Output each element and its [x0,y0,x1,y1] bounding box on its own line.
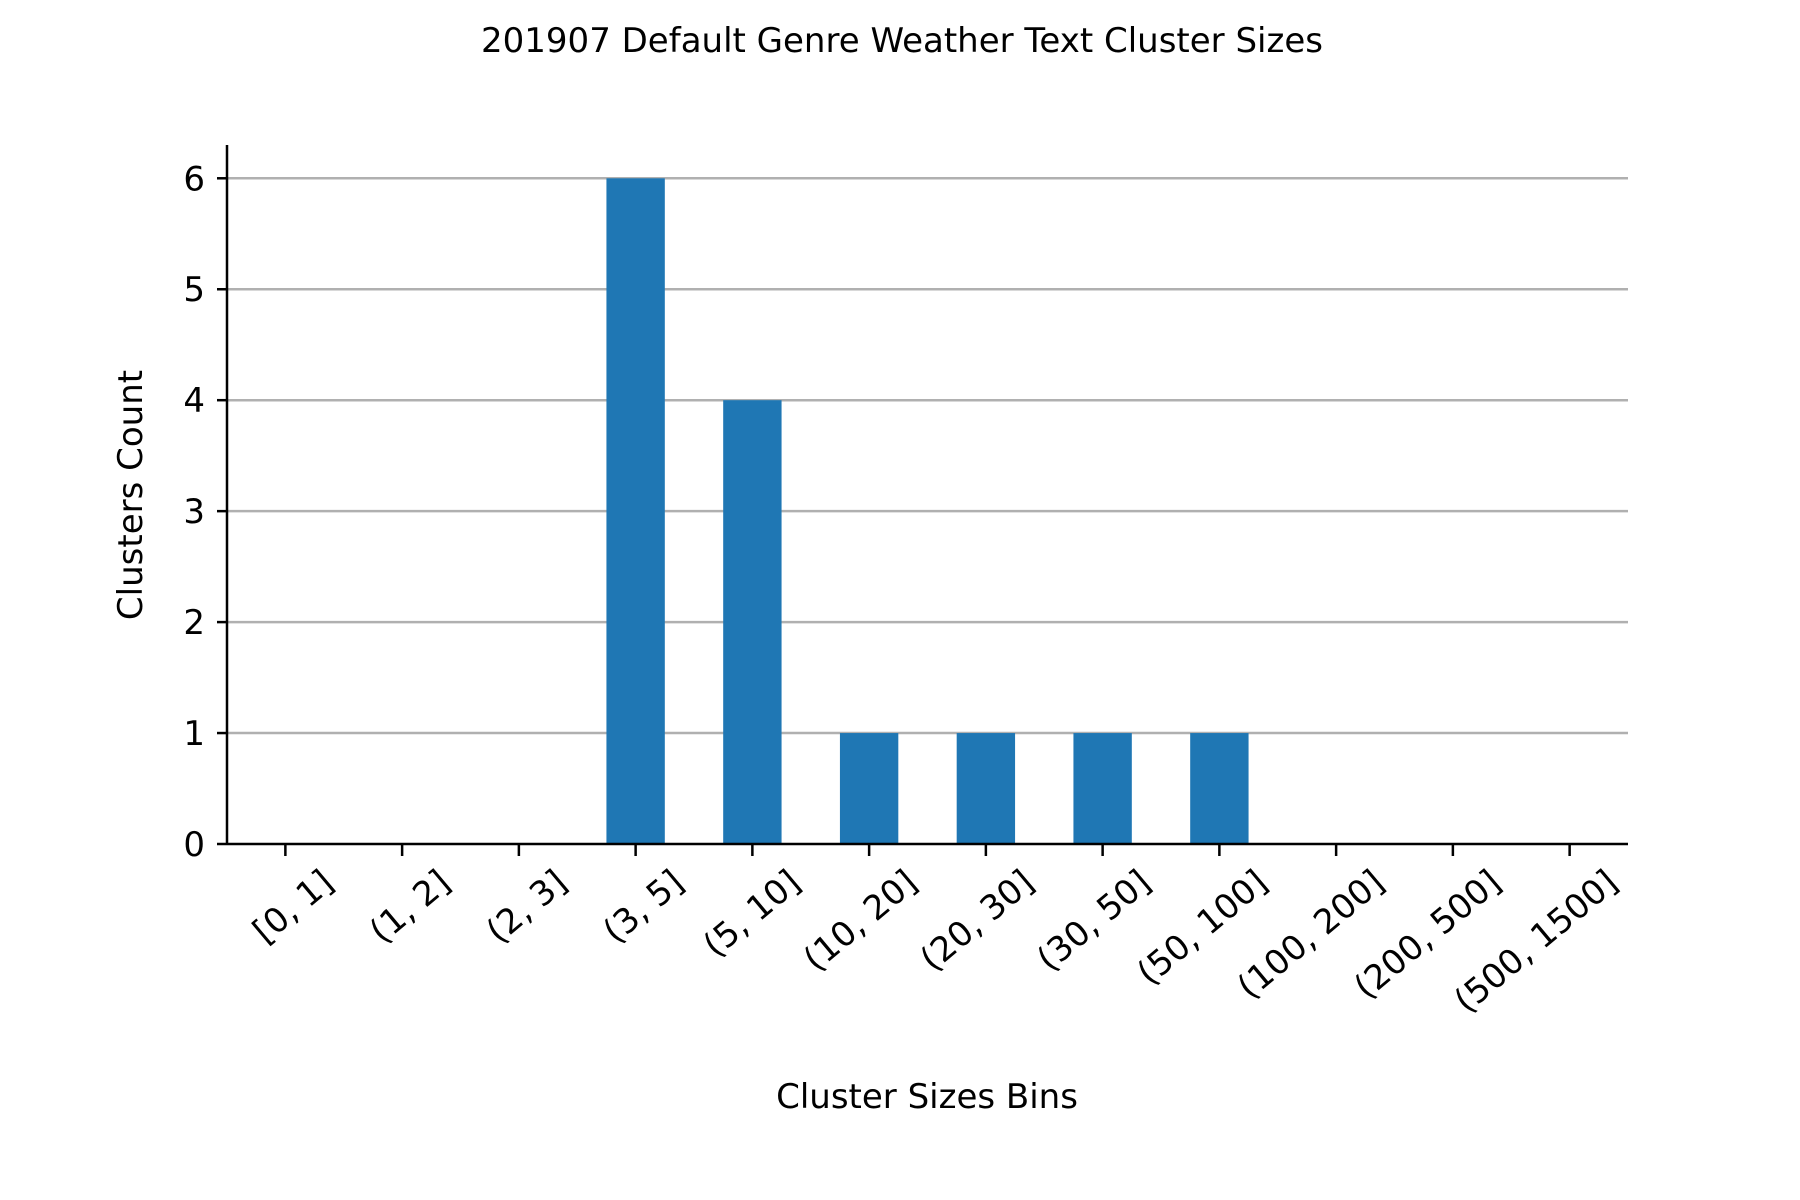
x-tick-label-4: (5, 10] [696,862,808,965]
x-axis-label: Cluster Sizes Bins [776,1077,1078,1117]
x-axis-ticks: [0, 1] (1, 2] (2, 3] (3, 5] (5, 10](10, 20](… [245,844,1625,1021]
y-tick-label-4: 4 [183,381,205,421]
y-tick-label-3: 3 [183,492,205,532]
y-tick-label-0: 0 [183,825,205,865]
gridlines [227,177,1628,735]
x-tick-label-0: [0, 1] [245,862,341,951]
bar-6 [956,733,1016,844]
bar-4 [723,400,782,844]
x-tick-label-5: (10, 20] [796,862,925,979]
y-tick-label-5: 5 [183,270,205,310]
y-axis-ticks: 0 1 2 3 4 5 6 [183,159,227,865]
y-axis-label: Clusters Count [111,370,151,620]
x-tick-label-1: (1, 2] [362,862,458,951]
x-tick-label-3: (3, 5] [596,862,692,951]
y-tick-label-6: 6 [183,159,205,199]
bar-5 [839,733,899,844]
bars [606,178,1249,845]
bar-8 [1190,733,1249,844]
y-tick-label-2: 2 [183,603,205,643]
x-tick-label-2: (2, 3] [479,862,575,951]
chart-title: 201907 Default Genre Weather Text Cluste… [481,21,1323,61]
axes [225,145,1628,846]
y-tick-label-1: 1 [183,714,205,754]
x-tick-label-6: (20, 30] [913,862,1042,979]
bar-7 [1073,733,1132,844]
bar-3 [606,178,665,845]
